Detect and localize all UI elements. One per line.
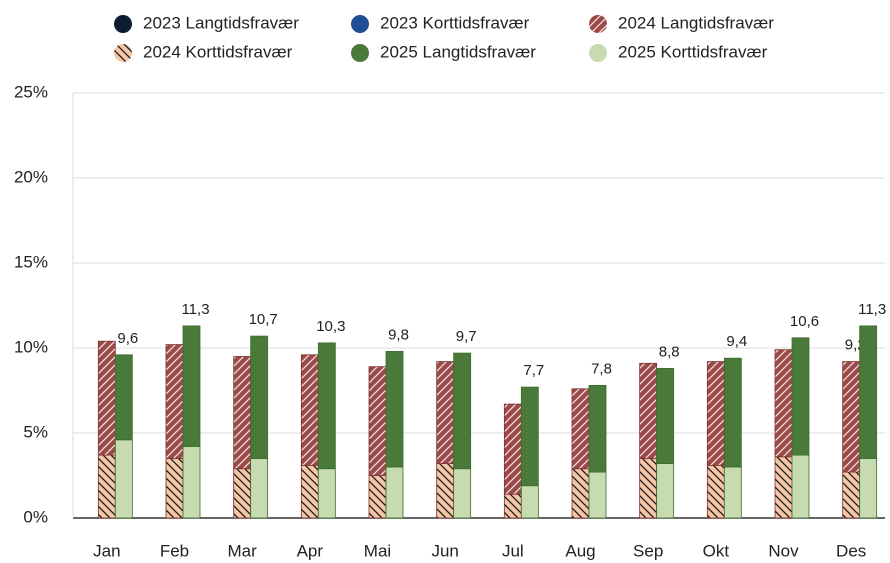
value-label: 10,7 <box>249 311 278 328</box>
x-tick-label: Mai <box>364 541 391 560</box>
legend-label: 2025 Korttidsfravær <box>618 42 768 61</box>
bar <box>436 361 455 465</box>
y-tick-label: 10% <box>14 337 48 356</box>
x-tick-label: Mar <box>228 541 258 560</box>
bar <box>791 454 810 519</box>
bar <box>656 367 675 464</box>
value-label: 7,7 <box>523 362 544 379</box>
bar <box>503 493 522 519</box>
bar <box>656 463 675 519</box>
bar <box>791 337 810 456</box>
x-tick-label: Okt <box>703 541 730 560</box>
value-label: 8,8 <box>659 343 680 360</box>
bar <box>165 458 184 519</box>
bar <box>165 344 184 459</box>
value-label: 9,4 <box>726 333 747 350</box>
bar <box>114 354 133 441</box>
legend-label: 2023 Langtidsfravær <box>143 13 299 32</box>
bar <box>706 464 725 519</box>
bar <box>723 466 742 519</box>
bar <box>520 386 539 487</box>
x-tick-label: Des <box>836 541 866 560</box>
bar <box>723 357 742 468</box>
x-tick-label: Apr <box>297 541 324 560</box>
y-tick-label: 25% <box>14 82 48 101</box>
bar <box>639 458 658 519</box>
value-label: 7,8 <box>591 360 612 377</box>
legend-marker <box>589 44 607 62</box>
legend-marker <box>114 15 132 33</box>
bar <box>571 468 590 519</box>
bar <box>385 466 404 519</box>
bar <box>182 325 201 447</box>
bar <box>842 471 861 519</box>
value-label: 9,7 <box>456 328 477 345</box>
bar <box>368 366 387 476</box>
bar <box>774 349 793 458</box>
bar <box>250 458 269 519</box>
bar <box>436 463 455 519</box>
bar <box>250 335 269 459</box>
value-label: 11,3 <box>181 301 209 318</box>
bar <box>114 439 133 519</box>
legend-marker <box>589 15 607 33</box>
bar <box>859 325 878 459</box>
legend-label: 2024 Korttidsfravær <box>143 42 293 61</box>
bar <box>639 362 658 459</box>
y-tick-label: 5% <box>23 422 48 441</box>
value-label: 10,6 <box>790 313 819 330</box>
y-tick-label: 0% <box>23 507 48 526</box>
bar <box>233 356 252 470</box>
x-tick-label: Jun <box>431 541 458 560</box>
bar <box>453 468 472 519</box>
bar <box>453 352 472 470</box>
bar <box>300 354 319 466</box>
bar <box>300 464 319 519</box>
bar <box>520 485 539 519</box>
bar <box>774 456 793 519</box>
legend-label: 2023 Korttidsfravær <box>380 13 530 32</box>
x-tick-label: Jan <box>93 541 120 560</box>
value-label: 11,3 <box>858 301 886 318</box>
bar <box>842 361 861 473</box>
bar <box>97 340 116 456</box>
x-tick-label: Sep <box>633 541 663 560</box>
bar <box>368 475 387 519</box>
value-label: 10,3 <box>316 318 345 335</box>
legend-marker <box>351 44 369 62</box>
bar <box>571 388 590 470</box>
x-tick-label: Feb <box>160 541 189 560</box>
legend-label: 2025 Langtidsfravær <box>380 42 536 61</box>
value-label: 9,6 <box>117 330 138 347</box>
bar <box>859 458 878 519</box>
bar <box>233 468 252 519</box>
x-tick-label: Nov <box>768 541 799 560</box>
legend-label: 2024 Langtidsfravær <box>618 13 774 32</box>
legend-marker <box>351 15 369 33</box>
bar <box>317 468 336 519</box>
bar <box>503 403 522 495</box>
value-label: 9,8 <box>388 326 409 343</box>
legend-marker <box>114 44 132 62</box>
bar <box>182 446 201 519</box>
x-tick-label: Aug <box>565 541 595 560</box>
bar <box>588 384 607 473</box>
bar <box>97 454 116 519</box>
bar <box>317 342 336 470</box>
x-tick-label: Jul <box>502 541 524 560</box>
bar <box>706 361 725 466</box>
bar <box>588 471 607 519</box>
y-tick-label: 15% <box>14 252 48 271</box>
y-tick-label: 20% <box>14 167 48 186</box>
bar <box>385 350 404 468</box>
